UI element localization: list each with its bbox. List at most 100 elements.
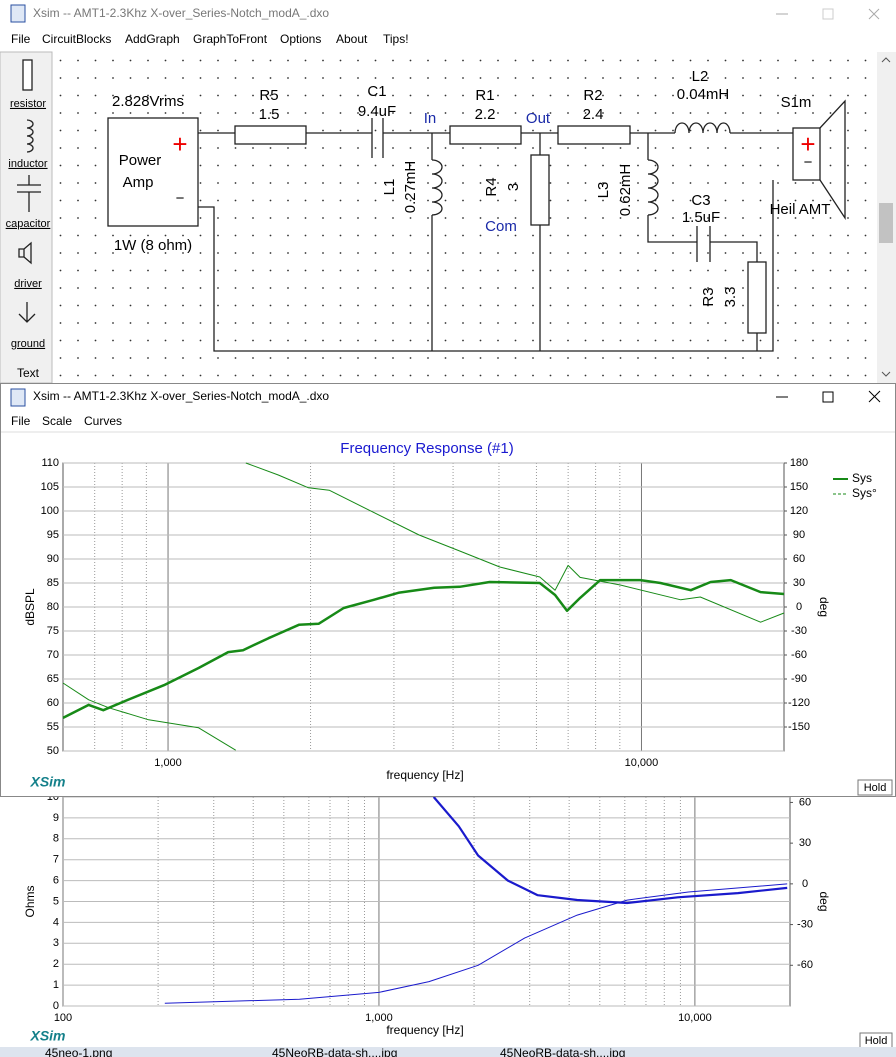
brand-label: XSim (29, 774, 65, 790)
inductor[interactable] (647, 159, 659, 216)
x-tick-label: 100 (54, 1012, 72, 1024)
tool-button[interactable]: resistor (10, 98, 46, 110)
data-line (432, 796, 788, 905)
menu-item[interactable]: GraphToFront (193, 32, 268, 46)
y2-tick-label: -120 (788, 697, 810, 709)
y2-tick-label: -60 (797, 959, 813, 971)
data-line (164, 883, 788, 1004)
component-value: 9.4uF (358, 103, 396, 120)
window-title: Xsim -- AMT1-2.3Khz X-over_Series-Notch_… (33, 389, 329, 403)
y-tick-label: 70 (47, 649, 59, 661)
component-name: C1 (367, 83, 386, 100)
component-value: 3 (505, 183, 522, 191)
hold-label[interactable]: Hold (864, 782, 887, 794)
component-name: R1 (475, 87, 494, 104)
y-tick-label: 7 (53, 854, 59, 866)
y2-tick-label: 60 (799, 796, 811, 808)
hold-button[interactable] (857, 779, 893, 796)
x-tick-label: 1,000 (154, 757, 182, 769)
component-name: C3 (691, 192, 710, 209)
x-tick-label: 10,000 (625, 757, 659, 769)
component-name: R3 (700, 287, 717, 306)
node-label: Out (526, 110, 551, 127)
source-label: Power (119, 152, 162, 169)
node-label: Com (485, 218, 517, 235)
taskbar: 45neo-1.png 45NeoRB-data-sh....jpg 45Neo… (0, 1046, 896, 1057)
menu-item[interactable]: AddGraph (125, 32, 180, 46)
tool-button[interactable]: Text (17, 366, 40, 380)
inductor[interactable] (431, 159, 443, 216)
menu-item[interactable]: Curves (84, 414, 122, 428)
y-tick-label: 65 (47, 673, 59, 685)
y-axis-label: dBSPL (23, 588, 37, 626)
menu-item[interactable]: File (11, 32, 31, 46)
x-tick-label: 10,000 (678, 1012, 712, 1024)
taskbar-item[interactable]: 45NeoRB-data-sh....jpg (500, 1046, 625, 1057)
driver[interactable] (792, 99, 846, 221)
maximize-button[interactable] (822, 391, 834, 403)
menu-item[interactable]: Scale (42, 414, 72, 428)
y-tick-label: 75 (47, 625, 59, 637)
tool-button[interactable]: inductor (8, 158, 47, 170)
y-tick-label: 60 (47, 697, 59, 709)
menu-item[interactable]: Options (280, 32, 321, 46)
main-window: Xsim -- AMT1-2.3Khz X-over_Series-Notch_… (0, 0, 896, 52)
taskbar-item[interactable]: 45NeoRB-data-sh....jpg (272, 1046, 397, 1057)
resistor[interactable] (557, 125, 631, 145)
y-tick-label: 105 (41, 481, 59, 493)
chart-title: Frequency Response (#1) (340, 440, 513, 457)
y-tick-label: 85 (47, 577, 59, 589)
y2-tick-label: 60 (793, 553, 805, 565)
resistor[interactable] (449, 125, 522, 145)
component-name: R2 (583, 87, 602, 104)
y-tick-label: 8 (53, 833, 59, 845)
y-tick-label: 9 (53, 812, 59, 824)
component-name: L1 (381, 179, 398, 196)
capacitor[interactable] (367, 118, 388, 158)
y-tick-label: 110 (41, 457, 59, 469)
response-window: Xsim -- AMT1-2.3Khz X-over_Series-Notch_… (0, 383, 896, 797)
y-tick-label: 50 (47, 745, 59, 757)
component-name: R4 (483, 177, 500, 196)
close-button[interactable] (868, 8, 880, 20)
scrollbar-thumb[interactable] (879, 203, 893, 243)
inductor[interactable] (674, 122, 731, 134)
y2-tick-label: -90 (791, 673, 807, 685)
y-tick-label: 4 (53, 916, 59, 928)
x-tick-label: 1,000 (365, 1012, 393, 1024)
y2-tick-label: -150 (788, 721, 810, 733)
y-tick-label: 6 (53, 875, 59, 887)
minus-terminal: − (176, 190, 185, 207)
resistor[interactable] (747, 261, 767, 334)
hold-label[interactable]: Hold (865, 1035, 888, 1047)
menu-item[interactable]: About (336, 32, 368, 46)
y2-tick-label: 0 (796, 601, 802, 613)
impedance-window: XSim Hold 1001,00010,000012345678910-60-… (0, 780, 896, 1049)
component-value: 0.62mH (617, 164, 634, 217)
component-name: L3 (595, 182, 612, 199)
component-value: 0.04mH (677, 86, 730, 103)
tool-button[interactable]: ground (11, 338, 45, 350)
close-button[interactable] (868, 390, 881, 403)
y-tick-label: 95 (47, 529, 59, 541)
app-icon (10, 4, 26, 23)
data-line (62, 578, 785, 720)
y-tick-label: 100 (41, 505, 59, 517)
y-axis-label: Ohms (23, 885, 37, 917)
maximize-button[interactable] (822, 8, 834, 20)
y-tick-label: 55 (47, 721, 59, 733)
capacitor[interactable] (696, 226, 711, 262)
menu-item[interactable]: File (11, 414, 31, 428)
taskbar-item[interactable]: 45neo-1.png (45, 1046, 112, 1057)
menu-item[interactable]: CircuitBlocks (42, 32, 111, 46)
tool-button[interactable]: capacitor (6, 218, 51, 230)
component-value: 1.5uF (682, 209, 720, 226)
menu-item[interactable]: Tips! (383, 32, 409, 46)
resistor[interactable] (530, 154, 550, 226)
tool-button[interactable]: driver (14, 278, 42, 290)
resistor[interactable] (234, 125, 307, 145)
y-tick-label: 80 (47, 601, 59, 613)
y2-axis-label: deg (817, 597, 831, 617)
data-line (62, 462, 785, 751)
y2-tick-label: 30 (799, 837, 811, 849)
